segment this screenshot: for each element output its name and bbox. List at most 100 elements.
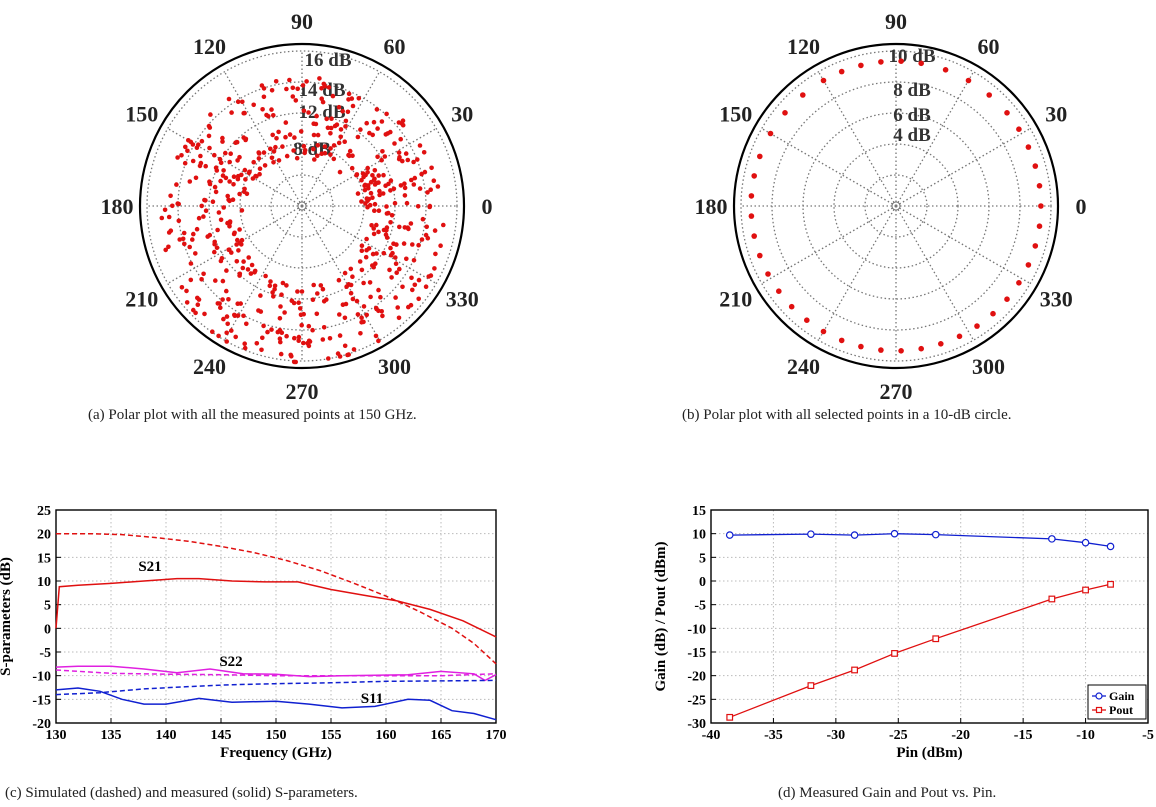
measured-point [343, 118, 349, 124]
measured-point [409, 177, 414, 183]
measured-point [428, 187, 434, 192]
measured-point [359, 177, 364, 183]
measured-point [338, 134, 344, 140]
measured-point [336, 277, 342, 283]
y-tick-label: 0 [44, 622, 51, 637]
measured-point [278, 304, 283, 309]
measured-point [276, 158, 282, 163]
measured-point [372, 201, 378, 207]
x-tick-label: -20 [951, 728, 970, 743]
measured-point [259, 347, 264, 353]
gain-marker [850, 531, 859, 539]
measured-point [284, 86, 289, 92]
measured-point [191, 231, 196, 237]
selected-point [858, 62, 864, 69]
measured-point [249, 262, 255, 268]
x-tick-label: 135 [101, 728, 122, 743]
measured-point [220, 278, 226, 284]
measured-point [224, 339, 229, 344]
measured-point [393, 255, 398, 260]
x-tick-label: -5 [1142, 728, 1154, 743]
measured-point [296, 338, 302, 344]
measured-point [392, 200, 398, 206]
measured-point [379, 157, 384, 163]
measured-point [367, 130, 372, 136]
gain-marker [1081, 538, 1090, 547]
measured-point [377, 188, 382, 194]
measured-point [180, 236, 186, 242]
y-tick-label: 15 [37, 551, 51, 566]
ring-label-1: 8 dB [893, 80, 931, 101]
measured-point [212, 249, 217, 255]
measured-point [175, 201, 180, 206]
measured-point [425, 190, 430, 195]
measured-point [420, 216, 426, 222]
measured-point [289, 354, 294, 359]
measured-point [280, 144, 285, 149]
measured-point [218, 160, 224, 166]
measured-point [426, 274, 432, 279]
measured-point [237, 273, 242, 278]
measured-point [364, 236, 369, 242]
measured-point [298, 129, 304, 134]
measured-point [390, 250, 395, 256]
measured-point [174, 182, 179, 187]
ring-label-3: 4 dB [893, 125, 931, 146]
measured-point [166, 244, 171, 250]
series-s22-dashed [55, 669, 497, 677]
measured-point [380, 191, 386, 196]
selected-point [1025, 262, 1032, 268]
measured-point [265, 329, 270, 335]
ring-label-0: 10 dB [889, 46, 936, 67]
measured-point [403, 151, 409, 156]
measured-point [441, 222, 446, 228]
x-tick-label: 145 [211, 728, 232, 743]
measured-point [429, 165, 434, 171]
selected-point [838, 337, 845, 344]
polar-ring [270, 174, 334, 238]
measured-point [227, 224, 232, 229]
measured-point [300, 83, 306, 88]
selected-point [1016, 280, 1022, 286]
measured-point [268, 146, 273, 152]
polar-spoke [301, 205, 381, 341]
polar-ring [740, 50, 1052, 362]
measured-point [419, 171, 424, 177]
measured-point [367, 280, 373, 285]
measured-point [362, 187, 368, 193]
pout-marker [891, 650, 898, 657]
measured-point [256, 156, 262, 161]
measured-point [410, 242, 415, 247]
measured-point [214, 168, 220, 173]
measured-point [257, 171, 262, 177]
measured-point [292, 335, 297, 341]
measured-point [194, 145, 200, 150]
measured-point [185, 148, 190, 154]
measured-point [378, 294, 383, 300]
measured-point [311, 146, 316, 152]
angle-label-240: 240 [193, 354, 226, 379]
measured-point [393, 295, 398, 300]
measured-point [415, 157, 420, 162]
angle-label-120: 120 [787, 34, 820, 59]
measured-point [290, 94, 296, 99]
measured-point [347, 148, 353, 154]
measured-point [383, 232, 389, 237]
selected-point [1036, 223, 1043, 229]
measured-point [301, 340, 306, 346]
measured-point [240, 265, 246, 271]
measured-point [175, 155, 180, 160]
measured-point [168, 193, 173, 199]
measured-point [246, 255, 251, 260]
measured-point [199, 203, 204, 209]
measured-point [282, 310, 287, 315]
measured-point [380, 149, 385, 154]
measured-point [263, 273, 268, 279]
measured-point [422, 169, 428, 175]
measured-point [195, 302, 201, 308]
measured-point [364, 247, 369, 253]
measured-point [389, 275, 394, 280]
annotation-s22: S22 [219, 654, 242, 670]
